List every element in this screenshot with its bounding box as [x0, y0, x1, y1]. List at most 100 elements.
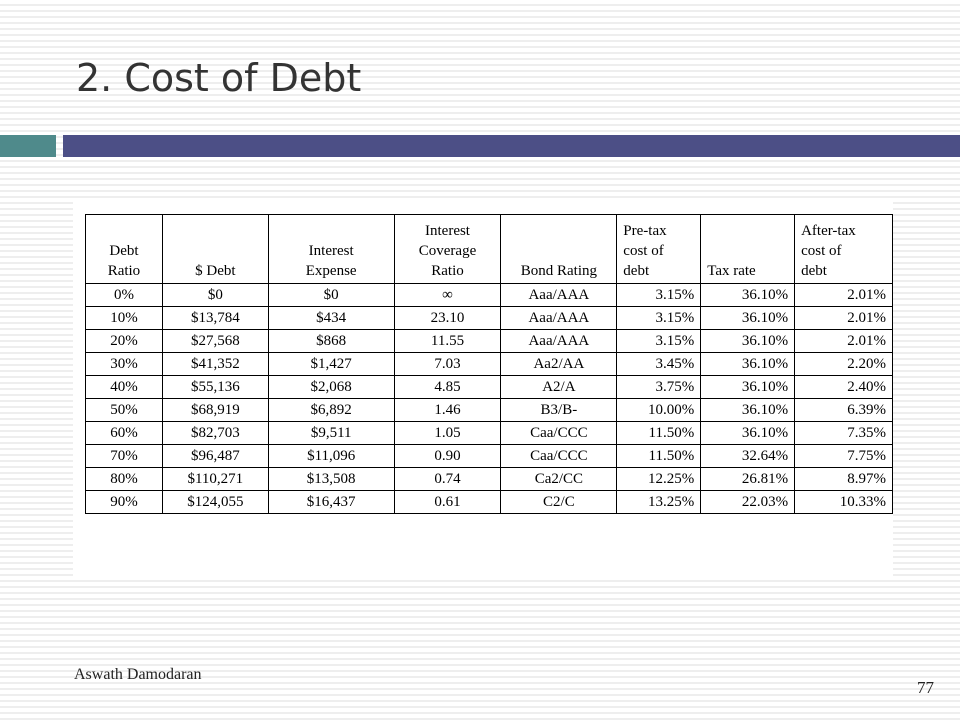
table-row: 60% $82,703 $9,511 1.05 Caa/CCC 11.50% 36.10% 7…	[85, 421, 893, 445]
cell-dollar-debt: $68,919	[161, 398, 269, 422]
header-after-tax-cost: After-tax cost of debt	[794, 214, 893, 284]
table-header-row: Debt Ratio $ Debt Interest Expense Inter…	[85, 214, 893, 284]
cell-interest-expense: $11,096	[267, 444, 395, 468]
author-name: Aswath Damodaran	[74, 666, 202, 683]
cell-interest-coverage: 1.05	[393, 421, 502, 445]
cell-after-tax-cost: 2.40%	[794, 375, 893, 399]
cell-tax-rate: 22.03%	[700, 490, 796, 514]
cell-bond-rating: Aaa/AAA	[500, 283, 618, 307]
cell-bond-rating: Aaa/AAA	[500, 306, 618, 330]
title-underline-accent	[0, 135, 56, 157]
table-row: 0% $0 $0 ∞ Aaa/AAA 3.15% 36.10% 2.01%	[85, 283, 893, 307]
page-number: 77	[917, 678, 934, 697]
cell-interest-expense: $2,068	[267, 375, 395, 399]
cell-tax-rate: 36.10%	[700, 352, 796, 376]
cell-after-tax-cost: 2.01%	[794, 306, 893, 330]
cell-dollar-debt: $82,703	[161, 421, 269, 445]
cell-after-tax-cost: 7.75%	[794, 444, 893, 468]
cell-pre-tax-cost: 3.75%	[616, 375, 702, 399]
header-dollar-debt: $ Debt	[161, 214, 269, 284]
slide-title: 2. Cost of Debt	[76, 56, 362, 100]
table-row: 70% $96,487 $11,096 0.90 Caa/CCC 11.50% 32.64%…	[85, 444, 893, 468]
table-row: 50% $68,919 $6,892 1.46 B3/B- 10.00% 36.10% 6.3…	[85, 398, 893, 422]
cell-dollar-debt: $110,271	[161, 467, 269, 491]
cell-tax-rate: 36.10%	[700, 329, 796, 353]
cell-pre-tax-cost: 3.15%	[616, 283, 702, 307]
header-interest-coverage-ratio: Interest Coverage Ratio	[393, 214, 502, 284]
cell-interest-coverage: 0.74	[393, 467, 502, 491]
cell-interest-coverage: 7.03	[393, 352, 502, 376]
cell-bond-rating: A2/A	[500, 375, 618, 399]
cell-dollar-debt: $96,487	[161, 444, 269, 468]
table-row: 80% $110,271 $13,508 0.74 Ca2/CC 12.25% 26.81%…	[85, 467, 893, 491]
cell-after-tax-cost: 6.39%	[794, 398, 893, 422]
header-interest-coverage-ratio-label: Interest Coverage Ratio	[418, 223, 477, 279]
header-debt-ratio-label: Debt Ratio	[107, 243, 141, 279]
cell-debt-ratio: 40%	[85, 375, 163, 399]
cell-dollar-debt: $124,055	[161, 490, 269, 514]
cell-pre-tax-cost: 12.25%	[616, 467, 702, 491]
cell-dollar-debt: $13,784	[161, 306, 269, 330]
header-dollar-debt-label: $ Debt	[195, 263, 236, 279]
cell-tax-rate: 36.10%	[700, 398, 796, 422]
cell-after-tax-cost: 7.35%	[794, 421, 893, 445]
cell-tax-rate: 36.10%	[700, 421, 796, 445]
header-interest-expense-label: Interest Expense	[305, 243, 357, 279]
header-bond-rating-label: Bond Rating	[520, 263, 597, 279]
cell-pre-tax-cost: 13.25%	[616, 490, 702, 514]
table-row: 40% $55,136 $2,068 4.85 A2/A 3.75% 36.10% 2.40%	[85, 375, 893, 399]
cell-debt-ratio: 50%	[85, 398, 163, 422]
cell-interest-coverage: 1.46	[393, 398, 502, 422]
cell-interest-expense: $16,437	[267, 490, 395, 514]
cell-after-tax-cost: 2.01%	[794, 283, 893, 307]
cell-dollar-debt: $27,568	[161, 329, 269, 353]
cell-tax-rate: 36.10%	[700, 375, 796, 399]
cell-debt-ratio: 0%	[85, 283, 163, 307]
header-tax-rate: Tax rate	[700, 214, 796, 284]
header-bond-rating: Bond Rating	[500, 214, 618, 284]
cell-bond-rating: Caa/CCC	[500, 444, 618, 468]
cell-interest-expense: $6,892	[267, 398, 395, 422]
cell-debt-ratio: 90%	[85, 490, 163, 514]
cell-pre-tax-cost: 3.15%	[616, 329, 702, 353]
cell-tax-rate: 26.81%	[700, 467, 796, 491]
cell-bond-rating: Aaa/AAA	[500, 329, 618, 353]
cell-interest-coverage: 0.90	[393, 444, 502, 468]
cell-debt-ratio: 80%	[85, 467, 163, 491]
header-after-tax-cost-label: After-tax cost of debt	[801, 223, 856, 279]
cell-interest-expense: $9,511	[267, 421, 395, 445]
table-row: 30% $41,352 $1,427 7.03 Aa2/AA 3.45% 36.10% 2.2…	[85, 352, 893, 376]
cell-pre-tax-cost: 10.00%	[616, 398, 702, 422]
cell-interest-coverage: ∞	[393, 283, 502, 307]
cell-interest-expense: $1,427	[267, 352, 395, 376]
table-panel: Debt Ratio $ Debt Interest Expense Inter…	[73, 202, 893, 580]
cell-bond-rating: B3/B-	[500, 398, 618, 422]
cell-after-tax-cost: 10.33%	[794, 490, 893, 514]
cell-debt-ratio: 10%	[85, 306, 163, 330]
cell-interest-coverage: 23.10	[393, 306, 502, 330]
cell-debt-ratio: 70%	[85, 444, 163, 468]
cell-tax-rate: 32.64%	[700, 444, 796, 468]
cell-dollar-debt: $41,352	[161, 352, 269, 376]
cell-pre-tax-cost: 11.50%	[616, 444, 702, 468]
cell-pre-tax-cost: 3.15%	[616, 306, 702, 330]
cell-tax-rate: 36.10%	[700, 283, 796, 307]
title-underline-bar	[63, 135, 960, 157]
cell-pre-tax-cost: 11.50%	[616, 421, 702, 445]
cell-interest-coverage: 0.61	[393, 490, 502, 514]
cell-after-tax-cost: 2.20%	[794, 352, 893, 376]
cell-after-tax-cost: 8.97%	[794, 467, 893, 491]
cell-interest-expense: $434	[267, 306, 395, 330]
header-interest-expense: Interest Expense	[267, 214, 395, 284]
cell-bond-rating: C2/C	[500, 490, 618, 514]
cell-pre-tax-cost: 3.45%	[616, 352, 702, 376]
table-body: 0% $0 $0 ∞ Aaa/AAA 3.15% 36.10% 2.01% 10% $13,784…	[85, 283, 893, 514]
cell-interest-expense: $0	[267, 283, 395, 307]
cell-bond-rating: Ca2/CC	[500, 467, 618, 491]
table-row: 90% $124,055 $16,437 0.61 C2/C 13.25% 22.03% 10…	[85, 490, 893, 514]
cell-dollar-debt: $55,136	[161, 375, 269, 399]
cell-bond-rating: Aa2/AA	[500, 352, 618, 376]
cell-interest-expense: $868	[267, 329, 395, 353]
cell-bond-rating: Caa/CCC	[500, 421, 618, 445]
cost-of-debt-table: Debt Ratio $ Debt Interest Expense Inter…	[85, 214, 893, 514]
